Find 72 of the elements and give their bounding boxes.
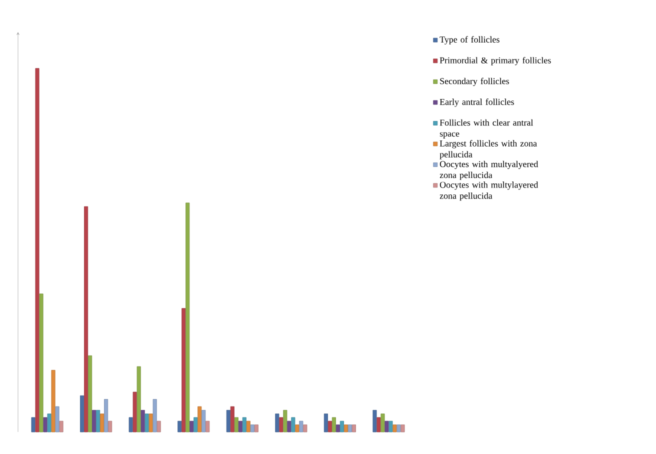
legend-label: Largest follicles with zona pellucida [440, 140, 537, 160]
bar [80, 395, 84, 432]
bar [400, 424, 405, 432]
bar [348, 424, 352, 432]
bar [275, 414, 280, 432]
legend-label: Follicles with clear antral space [440, 119, 534, 138]
bar [144, 414, 149, 432]
bar [35, 68, 40, 432]
legend-label: Primordial & primary follicles [440, 56, 551, 66]
bar [388, 420, 393, 432]
bar [376, 417, 381, 432]
bar [194, 417, 198, 432]
bar [39, 294, 44, 432]
bar [202, 410, 206, 432]
bar [287, 420, 292, 432]
bar [324, 414, 328, 432]
bar [206, 420, 210, 432]
bar [92, 410, 96, 432]
bar [295, 424, 300, 432]
bar [226, 410, 230, 432]
bar [128, 417, 133, 432]
bar [148, 414, 153, 432]
bar [51, 370, 56, 432]
legend-label: Early antral follicles [440, 98, 514, 107]
bar [156, 420, 161, 432]
bar [303, 424, 308, 432]
bar [43, 417, 48, 432]
bar [332, 417, 336, 432]
bar [47, 414, 52, 432]
bar [198, 406, 202, 432]
bar [88, 355, 92, 432]
bar [396, 424, 401, 432]
bar [108, 420, 112, 432]
bar [299, 420, 304, 432]
bar [279, 417, 284, 432]
bar [336, 424, 340, 432]
bar [344, 424, 348, 432]
bar [242, 417, 246, 432]
bar [152, 399, 157, 432]
bar [254, 424, 258, 432]
legend-label: Secondary follicles [440, 78, 509, 86]
bar [372, 410, 377, 432]
bar [234, 417, 238, 432]
bar [238, 420, 242, 432]
bar [291, 417, 296, 432]
bar [132, 392, 137, 432]
bar [384, 420, 389, 432]
legend-label: Type of follicles [440, 36, 500, 44]
bar [186, 202, 190, 432]
bar [230, 406, 234, 432]
bar [59, 420, 64, 432]
bar [178, 420, 182, 432]
bar [136, 366, 141, 432]
bar [104, 399, 108, 432]
bar [84, 206, 88, 432]
bar [283, 410, 288, 432]
bar [55, 406, 60, 432]
legend-label: Oocytes with multylayered zona pellucida [440, 182, 538, 201]
bar [380, 414, 385, 432]
bar [246, 420, 250, 432]
bar [392, 424, 397, 432]
legend-label: Oocytes with multyalyered zona pellucida [440, 160, 538, 180]
bar [31, 417, 36, 432]
bar [352, 424, 356, 432]
bar [140, 410, 145, 432]
bar [100, 414, 104, 432]
bar [190, 420, 194, 432]
bar [328, 420, 332, 432]
bar [182, 308, 186, 432]
bar [250, 424, 254, 432]
bar [340, 420, 344, 432]
bar [96, 410, 100, 432]
